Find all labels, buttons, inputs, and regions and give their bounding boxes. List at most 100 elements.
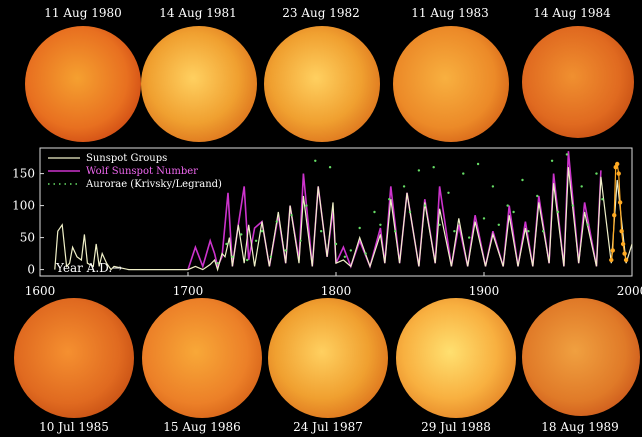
data-point-aurorae xyxy=(231,255,234,258)
sun-date-label: 24 Jul 1987 xyxy=(293,420,363,434)
data-point-aurorae xyxy=(432,166,435,169)
data-point-aurorae xyxy=(565,153,569,156)
x-tick-label: 1900 xyxy=(469,284,500,298)
data-point-aurorae xyxy=(314,159,317,162)
data-point-aurorae xyxy=(586,223,589,226)
sun-date-label: 29 Jul 1988 xyxy=(421,420,491,434)
data-point-aurorae xyxy=(269,255,273,258)
data-point-aurorae xyxy=(320,230,323,233)
data-point-aurorae xyxy=(423,204,426,207)
data-point-aurorae xyxy=(328,166,332,169)
sun-image xyxy=(25,26,141,142)
sun-date-label: 10 Jul 1985 xyxy=(39,420,109,434)
data-point-recent-observations xyxy=(609,257,614,263)
data-point-recent-observations xyxy=(623,257,629,263)
x-tick-label: 1800 xyxy=(321,284,352,298)
data-point-aurorae xyxy=(349,249,352,252)
data-point-recent-observations xyxy=(620,241,626,247)
data-point-aurorae xyxy=(542,230,545,233)
data-point-aurorae xyxy=(260,230,264,233)
series-line-wolf-sunspot-number xyxy=(187,151,602,270)
data-point-aurorae xyxy=(290,214,293,217)
data-point-aurorae xyxy=(334,242,338,246)
data-point-aurorae xyxy=(476,162,480,166)
data-point-aurorae xyxy=(571,204,574,207)
sun-date-label: 23 Aug 1982 xyxy=(282,6,360,20)
data-point-recent-observations xyxy=(615,161,620,167)
data-point-recent-observations xyxy=(612,213,617,218)
data-point-aurorae xyxy=(556,210,560,214)
sun-image xyxy=(14,298,134,418)
data-point-aurorae xyxy=(536,194,539,198)
data-point-aurorae xyxy=(512,210,515,214)
data-point-aurorae xyxy=(408,210,412,214)
sun-date-label: 14 Aug 1981 xyxy=(159,6,237,20)
data-point-aurorae xyxy=(447,191,450,194)
data-point-aurorae xyxy=(417,169,421,172)
y-tick-label: 100 xyxy=(12,199,35,213)
sun-date-label: 14 Aug 1984 xyxy=(533,6,611,20)
data-point-aurorae xyxy=(468,236,471,239)
legend-label-wolf: Wolf Sunspot Number xyxy=(86,166,198,177)
data-point-aurorae xyxy=(305,204,308,207)
sun-image xyxy=(393,26,509,142)
sun-image xyxy=(268,298,388,418)
data-point-recent-observations xyxy=(616,171,621,176)
data-point-aurorae xyxy=(225,242,228,246)
data-point-aurorae xyxy=(497,223,500,226)
y-tick-label: 50 xyxy=(20,231,35,245)
sun-date-label: 11 Aug 1983 xyxy=(411,6,489,20)
data-point-aurorae xyxy=(595,172,598,175)
data-point-aurorae xyxy=(275,220,278,223)
data-point-aurorae xyxy=(482,217,486,220)
data-point-aurorae xyxy=(394,230,397,233)
data-point-aurorae xyxy=(521,178,524,182)
data-point-aurorae xyxy=(216,262,219,265)
sun-date-label: 15 Aug 1986 xyxy=(163,420,241,434)
sun-image xyxy=(141,26,257,142)
legend-label-sunspot-groups: Sunspot Groups xyxy=(86,153,167,164)
data-point-recent-observations xyxy=(619,229,624,234)
data-point-aurorae xyxy=(299,239,302,242)
sun-image xyxy=(264,26,380,142)
x-tick-label: 1700 xyxy=(173,284,204,298)
legend-label-aurorae: Aurorae (Krivsky/Legrand) xyxy=(85,179,222,190)
chart-legend: Sunspot Groups Wolf Sunspot Number Auror… xyxy=(48,153,222,190)
sun-image xyxy=(396,298,516,418)
data-point-aurorae xyxy=(358,226,361,230)
x-tick-label: 1600 xyxy=(25,284,56,298)
data-point-aurorae xyxy=(491,185,495,188)
data-point-aurorae xyxy=(373,210,376,214)
data-point-aurorae xyxy=(438,223,441,226)
y-tick-label: 0 xyxy=(27,263,35,277)
data-point-aurorae xyxy=(453,230,456,233)
sun-image xyxy=(522,298,640,416)
data-point-aurorae xyxy=(379,223,382,226)
data-point-aurorae xyxy=(343,255,347,258)
y-tick-label: 150 xyxy=(12,167,35,181)
data-point-aurorae xyxy=(402,185,406,188)
data-point-aurorae xyxy=(240,233,243,236)
data-point-aurorae xyxy=(246,258,249,262)
x-axis-label: Year A.D.→ xyxy=(55,261,122,275)
data-point-aurorae xyxy=(550,159,554,162)
data-point-recent-observations xyxy=(617,200,623,205)
data-point-recent-observations xyxy=(610,248,615,253)
data-point-aurorae xyxy=(580,185,583,188)
data-point-aurorae xyxy=(388,198,391,201)
data-point-aurorae xyxy=(601,198,604,201)
data-point-aurorae xyxy=(284,249,287,252)
data-point-recent-observations xyxy=(622,251,627,256)
sun-image xyxy=(522,26,634,138)
data-point-aurorae xyxy=(527,230,530,233)
data-point-aurorae xyxy=(254,239,258,242)
series-line-sunspot-groups xyxy=(54,167,633,272)
data-point-aurorae xyxy=(364,252,367,255)
data-point-aurorae xyxy=(506,204,509,207)
sun-date-label: 18 Aug 1989 xyxy=(541,420,619,434)
sun-date-label: 11 Aug 1980 xyxy=(44,6,122,20)
data-point-aurorae xyxy=(462,172,465,175)
sun-image xyxy=(142,298,262,418)
